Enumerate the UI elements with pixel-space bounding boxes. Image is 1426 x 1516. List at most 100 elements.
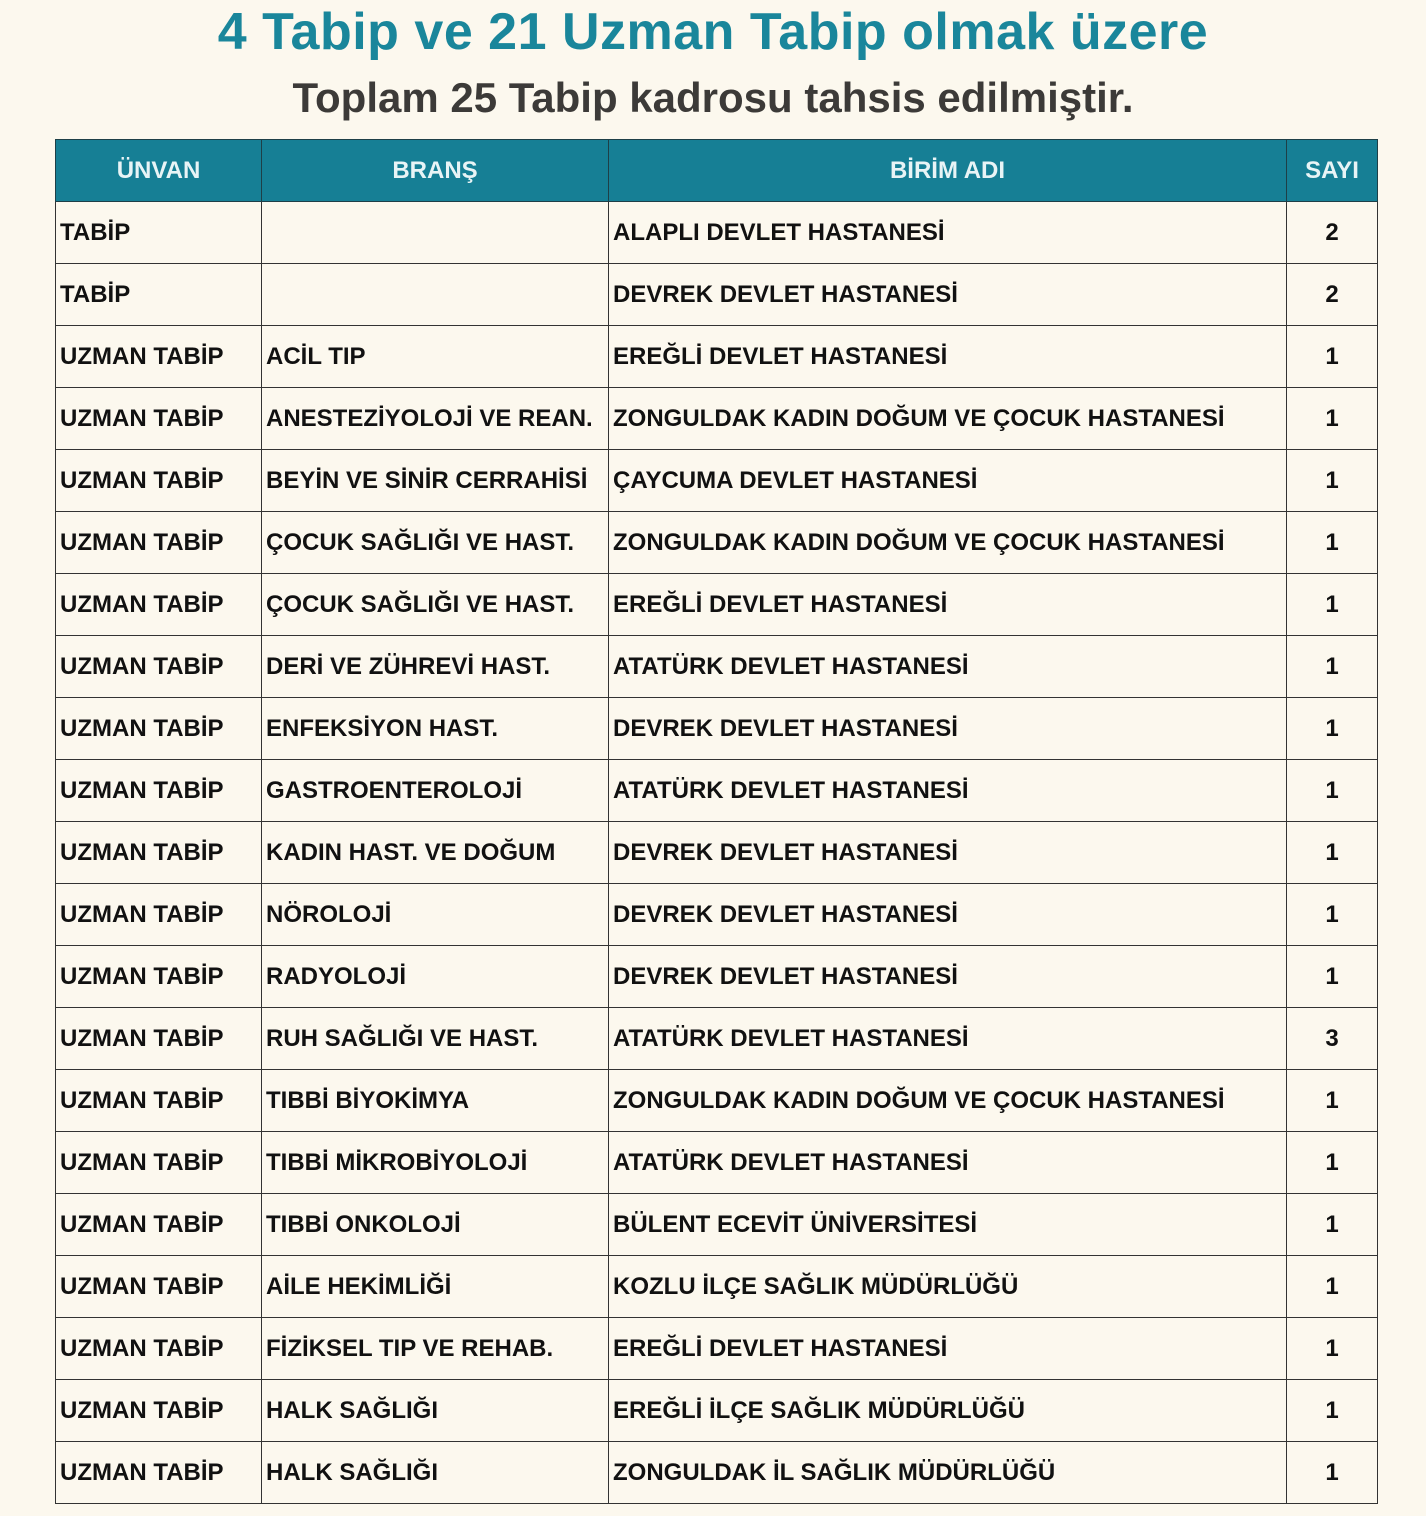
column-header-brans: BRANŞ bbox=[261, 139, 609, 202]
birim-adi-cell: ATATÜRK DEVLET HASTANESİ bbox=[608, 1007, 1287, 1070]
brans-cell: RADYOLOJİ bbox=[261, 945, 609, 1008]
table-header-row: ÜNVAN BRANŞ BİRİM ADI SAYI bbox=[55, 139, 1378, 202]
table-row: TABİP DEVREK DEVLET HASTANESİ 2 bbox=[55, 263, 1378, 326]
unvan-cell: UZMAN TABİP bbox=[55, 1131, 262, 1194]
unvan-cell: UZMAN TABİP bbox=[55, 883, 262, 946]
page-title: 4 Tabip ve 21 Uzman Tabip olmak üzere bbox=[217, 3, 1209, 61]
table-row: UZMAN TABİP RADYOLOJİ DEVREK DEVLET HASTAN… bbox=[55, 945, 1378, 1008]
brans-cell: TIBBİ BİYOKİMYA bbox=[261, 1069, 609, 1132]
sayi-cell: 1 bbox=[1286, 1441, 1378, 1504]
column-header-birim-adi: BİRİM ADI bbox=[608, 139, 1287, 202]
birim-adi-cell: ATATÜRK DEVLET HASTANESİ bbox=[608, 1131, 1287, 1194]
unvan-cell: UZMAN TABİP bbox=[55, 945, 262, 1008]
unvan-cell: UZMAN TABİP bbox=[55, 387, 262, 450]
birim-adi-cell: EREĞLİ DEVLET HASTANESİ bbox=[608, 1317, 1287, 1380]
sayi-cell: 1 bbox=[1286, 1131, 1378, 1194]
birim-adi-cell: ATATÜRK DEVLET HASTANESİ bbox=[608, 759, 1287, 822]
birim-adi-cell: EREĞLİ İLÇE SAĞLIK MÜDÜRLÜĞÜ bbox=[608, 1379, 1287, 1442]
table-row: UZMAN TABİP NÖROLOJİ DEVREK DEVLET HASTANE… bbox=[55, 883, 1378, 946]
brans-cell: FİZİKSEL TIP VE REHAB. bbox=[261, 1317, 609, 1380]
brans-cell: KADIN HAST. VE DOĞUM bbox=[261, 821, 609, 884]
page-subtitle: Toplam 25 Tabip kadrosu tahsis edilmişti… bbox=[292, 74, 1134, 121]
unvan-cell: UZMAN TABİP bbox=[55, 1007, 262, 1070]
sayi-cell: 1 bbox=[1286, 945, 1378, 1008]
unvan-cell: UZMAN TABİP bbox=[55, 1317, 262, 1380]
brans-cell: TIBBİ MİKROBİYOLOJİ bbox=[261, 1131, 609, 1194]
table-row: UZMAN TABİP RUH SAĞLIĞI VE HAST. ATATÜRK D… bbox=[55, 1007, 1378, 1070]
unvan-cell: UZMAN TABİP bbox=[55, 573, 262, 636]
unvan-cell: UZMAN TABİP bbox=[55, 1441, 262, 1504]
table-row: UZMAN TABİP ACİL TIP EREĞLİ DEVLET HASTANE… bbox=[55, 325, 1378, 388]
unvan-cell: UZMAN TABİP bbox=[55, 1193, 262, 1256]
unvan-cell: UZMAN TABİP bbox=[55, 1255, 262, 1318]
table-row: UZMAN TABİP KADIN HAST. VE DOĞUM DEVREK DE… bbox=[55, 821, 1378, 884]
birim-adi-cell: KOZLU İLÇE SAĞLIK MÜDÜRLÜĞÜ bbox=[608, 1255, 1287, 1318]
table-row: UZMAN TABİP ÇOCUK SAĞLIĞI VE HAST. ZONGULD… bbox=[55, 511, 1378, 574]
unvan-cell: UZMAN TABİP bbox=[55, 821, 262, 884]
sayi-cell: 1 bbox=[1286, 697, 1378, 760]
sayi-cell: 1 bbox=[1286, 759, 1378, 822]
brans-cell: ANESTEZİYOLOJİ VE REAN. bbox=[261, 387, 609, 450]
sayi-cell: 1 bbox=[1286, 635, 1378, 698]
brans-cell: HALK SAĞLIĞI bbox=[261, 1379, 609, 1442]
table-row: TABİP ALAPLI DEVLET HASTANESİ 2 bbox=[55, 201, 1378, 264]
sayi-cell: 1 bbox=[1286, 1317, 1378, 1380]
table-row: UZMAN TABİP TIBBİ BİYOKİMYA ZONGULDAK KADI… bbox=[55, 1069, 1378, 1132]
staff-allocation-table: ÜNVAN BRANŞ BİRİM ADI SAYI TABİP ALAPLI D… bbox=[55, 139, 1378, 1504]
unvan-cell: TABİP bbox=[55, 263, 262, 326]
table-row: UZMAN TABİP GASTROENTEROLOJİ ATATÜRK DEVLE… bbox=[55, 759, 1378, 822]
birim-adi-cell: EREĞLİ DEVLET HASTANESİ bbox=[608, 573, 1287, 636]
sayi-cell: 1 bbox=[1286, 387, 1378, 450]
brans-cell: DERİ VE ZÜHREVİ HAST. bbox=[261, 635, 609, 698]
birim-adi-cell: ALAPLI DEVLET HASTANESİ bbox=[608, 201, 1287, 264]
table-row: UZMAN TABİP FİZİKSEL TIP VE REHAB. EREĞLİ … bbox=[55, 1317, 1378, 1380]
table-row: UZMAN TABİP ENFEKSİYON HAST. DEVREK DEVLET… bbox=[55, 697, 1378, 760]
birim-adi-cell: EREĞLİ DEVLET HASTANESİ bbox=[608, 325, 1287, 388]
brans-cell: GASTROENTEROLOJİ bbox=[261, 759, 609, 822]
unvan-cell: UZMAN TABİP bbox=[55, 1069, 262, 1132]
sayi-cell: 3 bbox=[1286, 1007, 1378, 1070]
birim-adi-cell: ZONGULDAK İL SAĞLIK MÜDÜRLÜĞÜ bbox=[608, 1441, 1287, 1504]
birim-adi-cell: DEVREK DEVLET HASTANESİ bbox=[608, 263, 1287, 326]
column-header-unvan: ÜNVAN bbox=[55, 139, 262, 202]
unvan-cell: UZMAN TABİP bbox=[55, 759, 262, 822]
brans-cell: ENFEKSİYON HAST. bbox=[261, 697, 609, 760]
sayi-cell: 1 bbox=[1286, 573, 1378, 636]
brans-cell: NÖROLOJİ bbox=[261, 883, 609, 946]
birim-adi-cell: ZONGULDAK KADIN DOĞUM VE ÇOCUK HASTANESİ bbox=[608, 1069, 1287, 1132]
brans-cell: BEYİN VE SİNİR CERRAHİSİ bbox=[261, 449, 609, 512]
brans-cell: ACİL TIP bbox=[261, 325, 609, 388]
table-row: UZMAN TABİP HALK SAĞLIĞI ZONGULDAK İL SAĞL… bbox=[55, 1441, 1378, 1504]
unvan-cell: UZMAN TABİP bbox=[55, 449, 262, 512]
sayi-cell: 1 bbox=[1286, 1193, 1378, 1256]
table-row: UZMAN TABİP DERİ VE ZÜHREVİ HAST. ATATÜRK … bbox=[55, 635, 1378, 698]
sayi-cell: 1 bbox=[1286, 511, 1378, 574]
sayi-cell: 1 bbox=[1286, 1069, 1378, 1132]
sayi-cell: 2 bbox=[1286, 263, 1378, 326]
birim-adi-cell: DEVREK DEVLET HASTANESİ bbox=[608, 883, 1287, 946]
brans-cell bbox=[261, 201, 609, 264]
sayi-cell: 1 bbox=[1286, 883, 1378, 946]
table-row: UZMAN TABİP AİLE HEKİMLİĞİ KOZLU İLÇE SAĞL… bbox=[55, 1255, 1378, 1318]
sayi-cell: 1 bbox=[1286, 1255, 1378, 1318]
birim-adi-cell: ZONGULDAK KADIN DOĞUM VE ÇOCUK HASTANESİ bbox=[608, 387, 1287, 450]
birim-adi-cell: DEVREK DEVLET HASTANESİ bbox=[608, 697, 1287, 760]
unvan-cell: UZMAN TABİP bbox=[55, 511, 262, 574]
brans-cell: TIBBİ ONKOLOJİ bbox=[261, 1193, 609, 1256]
sayi-cell: 2 bbox=[1286, 201, 1378, 264]
unvan-cell: UZMAN TABİP bbox=[55, 325, 262, 388]
table-row: UZMAN TABİP HALK SAĞLIĞI EREĞLİ İLÇE SAĞLI… bbox=[55, 1379, 1378, 1442]
table-row: UZMAN TABİP TIBBİ ONKOLOJİ BÜLENT ECEVİT Ü… bbox=[55, 1193, 1378, 1256]
birim-adi-cell: ÇAYCUMA DEVLET HASTANESİ bbox=[608, 449, 1287, 512]
sayi-cell: 1 bbox=[1286, 821, 1378, 884]
column-header-sayi: SAYI bbox=[1286, 139, 1378, 202]
brans-cell: RUH SAĞLIĞI VE HAST. bbox=[261, 1007, 609, 1070]
table-row: UZMAN TABİP ANESTEZİYOLOJİ VE REAN. ZONGUL… bbox=[55, 387, 1378, 450]
brans-cell: ÇOCUK SAĞLIĞI VE HAST. bbox=[261, 573, 609, 636]
birim-adi-cell: ZONGULDAK KADIN DOĞUM VE ÇOCUK HASTANESİ bbox=[608, 511, 1287, 574]
brans-cell bbox=[261, 263, 609, 326]
unvan-cell: UZMAN TABİP bbox=[55, 1379, 262, 1442]
birim-adi-cell: BÜLENT ECEVİT ÜNİVERSİTESİ bbox=[608, 1193, 1287, 1256]
brans-cell: AİLE HEKİMLİĞİ bbox=[261, 1255, 609, 1318]
birim-adi-cell: ATATÜRK DEVLET HASTANESİ bbox=[608, 635, 1287, 698]
